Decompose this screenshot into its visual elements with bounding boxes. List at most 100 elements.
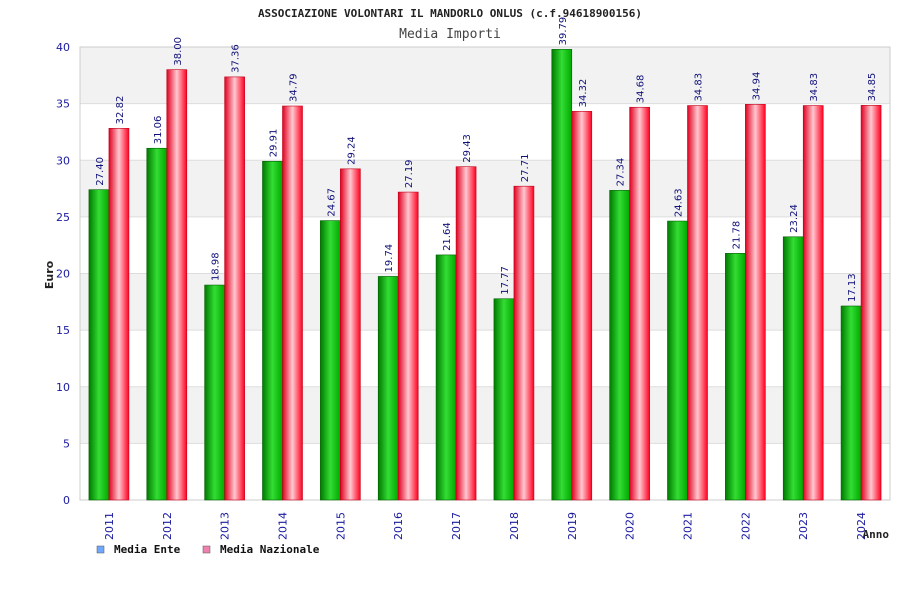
bar-media-ente xyxy=(609,190,630,501)
bar-media-ente xyxy=(435,254,457,501)
value-label: 24.67 xyxy=(326,188,337,217)
y-tick-label: 15 xyxy=(56,324,70,337)
value-label: 29.24 xyxy=(346,136,357,165)
bar-media-nazionale xyxy=(571,111,593,501)
grid-band xyxy=(80,386,890,444)
x-tick-label: 2024 xyxy=(855,512,868,540)
bar-media-nazionale xyxy=(108,128,130,501)
y-tick-label: 10 xyxy=(56,381,70,394)
bar-media-nazionale xyxy=(745,104,766,501)
bar-media-nazionale xyxy=(455,166,477,501)
x-tick-label: 2018 xyxy=(508,512,521,540)
bar-media-ente xyxy=(262,160,283,501)
y-axis-label: Euro xyxy=(43,260,56,289)
bar-media-ente xyxy=(551,49,573,501)
grid-band xyxy=(80,273,890,331)
bar-media-ente xyxy=(667,220,688,501)
value-label: 17.77 xyxy=(500,266,511,295)
value-label: 29.43 xyxy=(462,134,473,163)
value-label: 34.79 xyxy=(289,73,300,102)
x-tick-label: 2020 xyxy=(624,512,637,540)
value-label: 31.06 xyxy=(153,116,164,145)
bar-media-nazionale xyxy=(340,168,361,501)
value-label: 34.32 xyxy=(578,79,589,108)
value-label: 17.13 xyxy=(847,273,858,302)
bar-media-ente xyxy=(320,220,341,501)
x-tick-label: 2021 xyxy=(682,512,695,540)
bar-media-nazionale xyxy=(802,105,824,501)
value-label: 27.19 xyxy=(404,159,415,188)
value-label: 34.94 xyxy=(751,72,762,101)
value-label: 27.34 xyxy=(616,158,627,187)
legend-swatch xyxy=(96,545,105,554)
y-tick-label: 25 xyxy=(56,211,70,224)
x-tick-label: 2012 xyxy=(161,512,174,540)
x-tick-label: 2011 xyxy=(103,512,116,540)
x-tick-label: 2016 xyxy=(392,512,405,540)
y-tick-label: 35 xyxy=(56,98,70,111)
x-tick-label: 2013 xyxy=(219,512,232,540)
grid-band xyxy=(80,216,890,274)
x-tick-label: 2019 xyxy=(566,512,579,540)
bar-media-ente xyxy=(377,276,399,501)
value-label: 21.78 xyxy=(731,221,742,250)
y-tick-label: 40 xyxy=(56,41,70,54)
bar-media-ente xyxy=(204,284,225,501)
bar-media-nazionale xyxy=(282,105,303,501)
bar-media-nazionale xyxy=(687,105,708,501)
value-label: 29.91 xyxy=(269,129,280,158)
grid-band xyxy=(80,443,890,500)
x-tick-label: 2023 xyxy=(797,512,810,540)
value-label: 21.64 xyxy=(442,222,453,251)
plot-frame xyxy=(79,46,891,501)
grid-band xyxy=(80,160,890,217)
legend-label: Media Ente xyxy=(114,543,181,556)
value-label: 34.85 xyxy=(867,73,878,102)
x-axis-ticks: 2011 2012 2013 2014 2015 2016 2017 2018 2019 2020… xyxy=(103,512,868,540)
grid-band xyxy=(80,103,890,161)
legend: Media Ente Media Nazionale xyxy=(96,543,320,556)
value-label: 34.83 xyxy=(694,73,705,102)
x-tick-label: 2014 xyxy=(277,512,290,540)
value-label: 18.98 xyxy=(211,252,222,281)
y-tick-label: 0 xyxy=(63,494,70,507)
y-axis-ticks: 0 5 10 15 20 25 30 35 40 xyxy=(56,41,70,507)
value-label: 37.36 xyxy=(231,44,242,73)
chart-title: ASSOCIAZIONE VOLONTARI IL MANDORLO ONLUS… xyxy=(258,7,642,20)
value-label: 38.00 xyxy=(173,37,184,66)
value-labels: 27.40 32.82 31.06 38.00 18.98 37.36 29.91 34.79… xyxy=(95,17,878,302)
bar-media-nazionale xyxy=(166,69,188,501)
grid-band xyxy=(80,47,890,104)
chart-subtitle: Media Importi xyxy=(399,27,501,42)
bars xyxy=(88,49,882,501)
bar-media-nazionale xyxy=(513,185,535,501)
y-tick-label: 5 xyxy=(63,437,70,450)
value-label: 23.24 xyxy=(789,204,800,233)
bar-media-nazionale xyxy=(860,105,882,501)
grid-band xyxy=(80,330,890,387)
bar-media-ente xyxy=(88,189,110,501)
bar-media-nazionale xyxy=(397,191,419,501)
x-tick-label: 2015 xyxy=(334,512,347,540)
legend-swatch xyxy=(202,545,211,554)
bar-media-nazionale xyxy=(224,76,245,501)
y-tick-label: 20 xyxy=(56,268,70,281)
x-tick-label: 2022 xyxy=(739,512,752,540)
y-tick-label: 30 xyxy=(56,154,70,167)
value-label: 32.82 xyxy=(115,96,126,125)
value-label: 19.74 xyxy=(384,244,395,273)
legend-label: Media Nazionale xyxy=(220,543,320,556)
bar-media-ente xyxy=(782,236,804,501)
x-tick-label: 2017 xyxy=(450,512,463,540)
value-label: 24.63 xyxy=(674,188,685,217)
bar-media-ente xyxy=(146,147,168,501)
value-label: 34.83 xyxy=(809,73,820,102)
x-axis-label: Anno xyxy=(863,528,890,541)
bar-media-nazionale xyxy=(629,106,650,501)
value-label: 27.71 xyxy=(520,154,531,183)
value-label: 39.79 xyxy=(558,17,569,46)
bar-media-ente xyxy=(493,298,515,501)
bar-media-ente xyxy=(840,305,862,501)
bar-media-ente xyxy=(725,253,746,501)
